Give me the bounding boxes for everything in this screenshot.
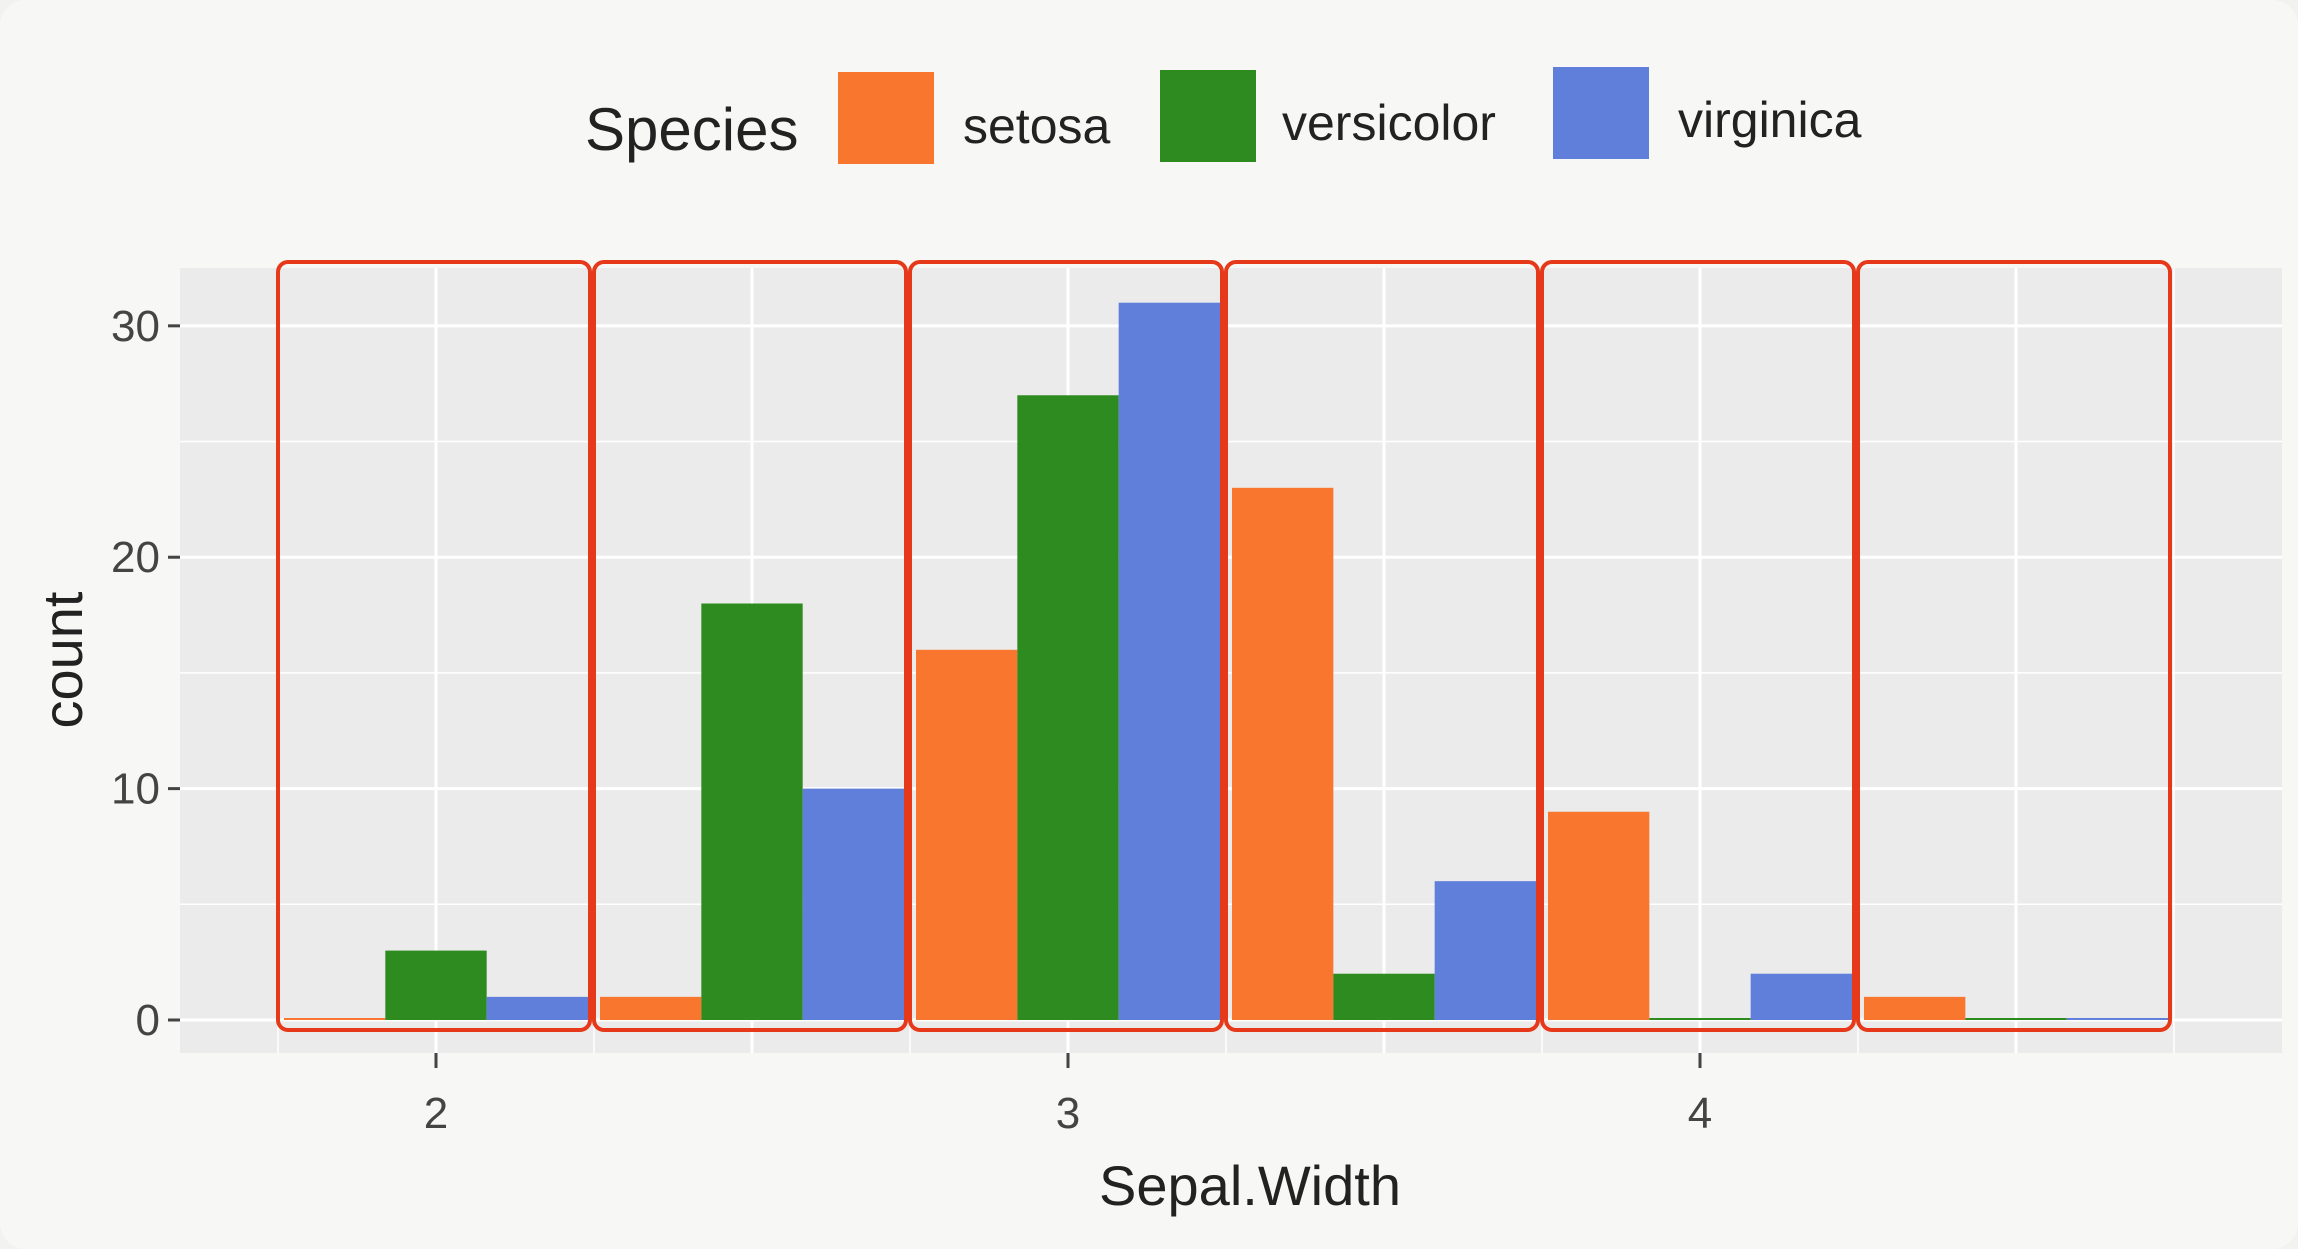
bin-highlight-box-4 — [1224, 260, 1540, 1032]
bar-virginica-bin-2 — [802, 788, 904, 1020]
bars — [284, 302, 2168, 1020]
bar-setosa-bin-5 — [1548, 811, 1650, 1020]
x-tick-label: 3 — [1056, 1089, 1080, 1138]
bar-setosa-bin-3 — [916, 649, 1018, 1020]
x-tick-label: 2 — [424, 1089, 448, 1138]
bar-setosa-bin-6 — [1864, 996, 1966, 1020]
bin-highlight-box-2 — [592, 260, 908, 1032]
bin-highlight-box-6 — [1856, 260, 2172, 1032]
legend-label-virginica: virginica — [1678, 92, 1862, 148]
bar-setosa-bin-4 — [1232, 487, 1334, 1020]
bar-virginica-bin-1 — [486, 996, 588, 1020]
plot-panel — [180, 268, 2282, 1053]
x-axis-title: Sepal.Width — [1099, 1154, 1401, 1217]
bar-virginica-bin-3 — [1118, 302, 1220, 1020]
bar-virginica-bin-6 — [2066, 1018, 2168, 1020]
bar-virginica-bin-4 — [1434, 881, 1536, 1020]
legend-key-versicolor — [1160, 70, 1256, 162]
y-tick-label: 30 — [111, 302, 160, 351]
bar-versicolor-bin-6 — [1965, 1018, 2067, 1020]
bar-versicolor-bin-3 — [1017, 395, 1119, 1020]
y-axis-title: count — [31, 591, 94, 728]
bar-virginica-bin-5 — [1750, 973, 1852, 1020]
legend-label-setosa: setosa — [963, 98, 1111, 154]
x-tick-label: 4 — [1688, 1089, 1712, 1138]
legend-key-virginica — [1553, 67, 1649, 159]
x-axis: 2 3 4 — [424, 1053, 1712, 1138]
bin-highlight-box-5 — [1540, 260, 1856, 1032]
legend-key-setosa — [838, 72, 934, 164]
bar-setosa-bin-2 — [600, 996, 702, 1020]
bar-versicolor-bin-1 — [385, 950, 487, 1020]
bar-versicolor-bin-4 — [1333, 973, 1435, 1020]
y-tick-label: 20 — [111, 533, 160, 582]
legend: Species setosa versicolor virginica — [585, 67, 1862, 164]
legend-title: Species — [585, 96, 798, 163]
y-tick-label: 10 — [111, 765, 160, 814]
bin-highlights — [276, 260, 2172, 1032]
bar-versicolor-bin-5 — [1649, 1018, 1751, 1020]
bar-versicolor-bin-2 — [701, 603, 803, 1020]
y-tick-label: 0 — [136, 996, 160, 1045]
bar-setosa-bin-1 — [284, 1018, 386, 1020]
legend-label-versicolor: versicolor — [1282, 95, 1496, 151]
bin-highlight-box-1 — [276, 260, 592, 1032]
bin-highlight-box-3 — [908, 260, 1224, 1032]
y-axis: 0 10 20 30 — [111, 302, 180, 1045]
